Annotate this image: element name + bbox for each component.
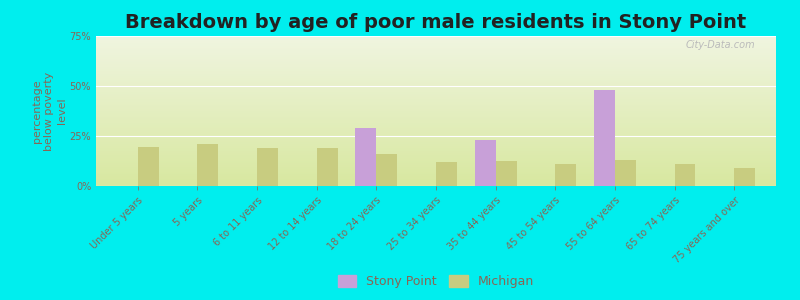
Bar xyxy=(198,144,218,186)
Y-axis label: percentage
below poverty
level: percentage below poverty level xyxy=(32,71,66,151)
Bar xyxy=(615,160,636,186)
Text: City-Data.com: City-Data.com xyxy=(686,40,755,50)
Bar xyxy=(257,148,278,186)
Bar xyxy=(376,154,398,186)
Bar xyxy=(496,161,517,186)
Bar xyxy=(594,90,615,186)
Bar xyxy=(317,148,338,186)
Bar xyxy=(674,164,695,186)
Bar xyxy=(734,168,755,186)
Bar xyxy=(555,164,576,186)
Legend: Stony Point, Michigan: Stony Point, Michigan xyxy=(333,270,539,293)
Bar xyxy=(355,128,376,186)
Bar xyxy=(436,162,457,186)
Bar xyxy=(138,147,158,186)
Title: Breakdown by age of poor male residents in Stony Point: Breakdown by age of poor male residents … xyxy=(126,13,746,32)
Bar xyxy=(474,140,496,186)
